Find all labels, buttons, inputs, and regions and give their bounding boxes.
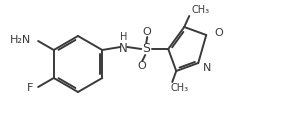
Text: O: O xyxy=(214,28,223,38)
Text: H₂N: H₂N xyxy=(10,35,31,45)
Text: N: N xyxy=(119,41,128,55)
Text: N: N xyxy=(203,63,212,73)
Text: H: H xyxy=(120,32,127,42)
Text: O: O xyxy=(138,61,147,71)
Text: F: F xyxy=(27,83,33,93)
Text: O: O xyxy=(143,27,152,37)
Text: S: S xyxy=(142,43,150,55)
Text: CH₃: CH₃ xyxy=(191,5,209,15)
Text: CH₃: CH₃ xyxy=(170,83,188,93)
